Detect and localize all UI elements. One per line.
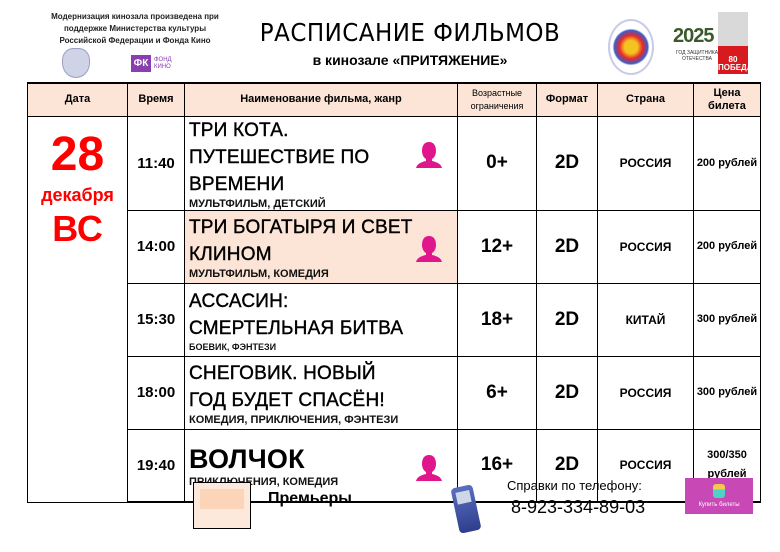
table-row: 28 декабря ВС 11:40 ТРИ КОТА. ПУТЕШЕСТВИЕ ПО… (27, 115, 761, 503)
column-header: Дата (27, 82, 128, 117)
age-rating: 18+ (457, 282, 537, 357)
time-cell: 11:40 (127, 115, 185, 211)
price-cell: 300 рублей (693, 282, 761, 357)
table-row: 14:00 ТРИ БОГАТЫРЯ И СВЕТ КЛИНОМ МУЛЬТФИЛЬ… (28, 209, 761, 284)
film-cell: ВОЛЧОК ПРИКЛЮЧЕНИЯ, КОМЕДИЯ (184, 428, 458, 503)
year-logo: 2025 (673, 25, 714, 47)
victory-logo: 80 ПОБЕДА! (718, 12, 755, 74)
column-header: Время (127, 82, 185, 117)
schedule-table: Дата Время Наименование фильма, жанр Возрас… (27, 82, 761, 503)
price-cell: 200 рублей (693, 115, 761, 211)
age-rating: 12+ (457, 209, 537, 284)
country-cell: РОССИЯ (597, 355, 694, 430)
column-header: Наименование фильма, жанр (184, 82, 458, 117)
film-cell: АССАСИН: СМЕРТЕЛЬНАЯ БИТВА БОЕВИК, ФЭНТЕЗ… (184, 282, 458, 357)
column-header: Формат (536, 82, 598, 117)
table-row: 15:30 АССАСИН: СМЕРТЕЛЬНАЯ БИТВА БОЕВИК, Ф… (28, 282, 761, 357)
country-cell: КИТАЙ (597, 282, 694, 357)
film-cell: ТРИ БОГАТЫРЯ И СВЕТ КЛИНОМ МУЛЬТФИЛЬМ, КО… (184, 209, 458, 284)
film-title: СНЕГОВИК. НОВЫЙ ГОД БУДЕТ СПАСЁН! (189, 362, 385, 411)
buy-tickets-button[interactable]: Купить билеты (685, 478, 753, 514)
pushkin-card-icon (416, 235, 442, 262)
time-cell: 15:30 (127, 282, 185, 357)
time-cell: 18:00 (127, 355, 185, 430)
age-rating: 6+ (457, 355, 537, 430)
support-note: Модернизация кинозала произведена при по… (51, 12, 219, 45)
film-cell: СНЕГОВИК. НОВЫЙ ГОД БУДЕТ СПАСЁН! КОМЕДИЯ… (184, 355, 458, 430)
country-cell: РОССИЯ (597, 428, 694, 503)
film-genre: БОЕВИК, ФЭНТЕЗИ (189, 341, 277, 352)
year-caption: ГОД ЗАЩИТНИКА ОТЕЧЕСТВА (675, 50, 719, 62)
page-title: РАСПИСАНИЕ ФИЛЬМОВ (259, 18, 561, 47)
pushkin-card-icon (416, 141, 442, 168)
column-header: Возрастные ограничения (457, 82, 537, 117)
table-row: 19:40 ВОЛЧОК ПРИКЛЮЧЕНИЯ, КОМЕДИЯ 16+ 2D РОСС… (28, 428, 761, 503)
date-cell: 28 декабря ВС (27, 115, 128, 503)
premiere-legend-swatch (193, 482, 251, 529)
country-cell: РОССИЯ (597, 209, 694, 284)
help-label: Справки по телефону: (507, 478, 642, 493)
film-genre: МУЛЬТФИЛЬМ, ДЕТСКИЙ (189, 197, 326, 210)
film-title: АССАСИН: СМЕРТЕЛЬНАЯ БИТВА (189, 290, 404, 339)
pushkin-card-icon (416, 454, 442, 481)
ticket-icon (713, 484, 725, 498)
cinema-logo-icon (608, 19, 654, 75)
film-title: ВОЛЧОК (189, 444, 305, 475)
premiere-legend-label: Премьеры (268, 490, 352, 507)
film-cell: ТРИ КОТА. ПУТЕШЕСТВИЕ ПО ВРЕМЕНИ МУЛЬТФИЛ… (184, 115, 458, 211)
date-day: 28 (50, 127, 105, 181)
fond-kino-caption: ФОНД КИНО (154, 57, 172, 70)
format-cell: 2D (536, 115, 598, 211)
format-cell: 2D (536, 428, 598, 503)
table-row: 18:00 СНЕГОВИК. НОВЫЙ ГОД БУДЕТ СПАСЁН! КО… (28, 355, 761, 430)
film-genre: КОМЕДИЯ, ПРИКЛЮЧЕНИЯ, ФЭНТЕЗИ (189, 413, 399, 426)
page-subtitle: в кинозале «ПРИТЯЖЕНИЕ» (312, 52, 508, 68)
fond-kino-logo: ФК (131, 55, 151, 72)
film-title: ТРИ КОТА. ПУТЕШЕСТВИЕ ПО ВРЕМЕНИ (189, 119, 370, 195)
date-weekday: ВС (52, 207, 103, 249)
buy-tickets-label: Купить билеты (698, 502, 740, 508)
price-cell: 200 рублей (693, 209, 761, 284)
column-header: Цена билета (693, 82, 761, 117)
time-cell: 14:00 (127, 209, 185, 284)
phone-number[interactable]: 8-923-334-89-03 (511, 497, 646, 517)
film-title: ТРИ БОГАТЫРЯ И СВЕТ КЛИНОМ (189, 216, 413, 265)
age-rating: 0+ (457, 115, 537, 211)
date-month: декабря (41, 184, 114, 205)
film-genre: МУЛЬТФИЛЬМ, КОМЕДИЯ (189, 267, 329, 280)
column-header: Страна (597, 82, 694, 117)
format-cell: 2D (536, 209, 598, 284)
price-cell: 300 рублей (693, 355, 761, 430)
format-cell: 2D (536, 282, 598, 357)
ministry-emblem-icon (62, 48, 90, 78)
country-cell: РОССИЯ (597, 115, 694, 211)
time-cell: 19:40 (127, 428, 185, 503)
format-cell: 2D (536, 355, 598, 430)
